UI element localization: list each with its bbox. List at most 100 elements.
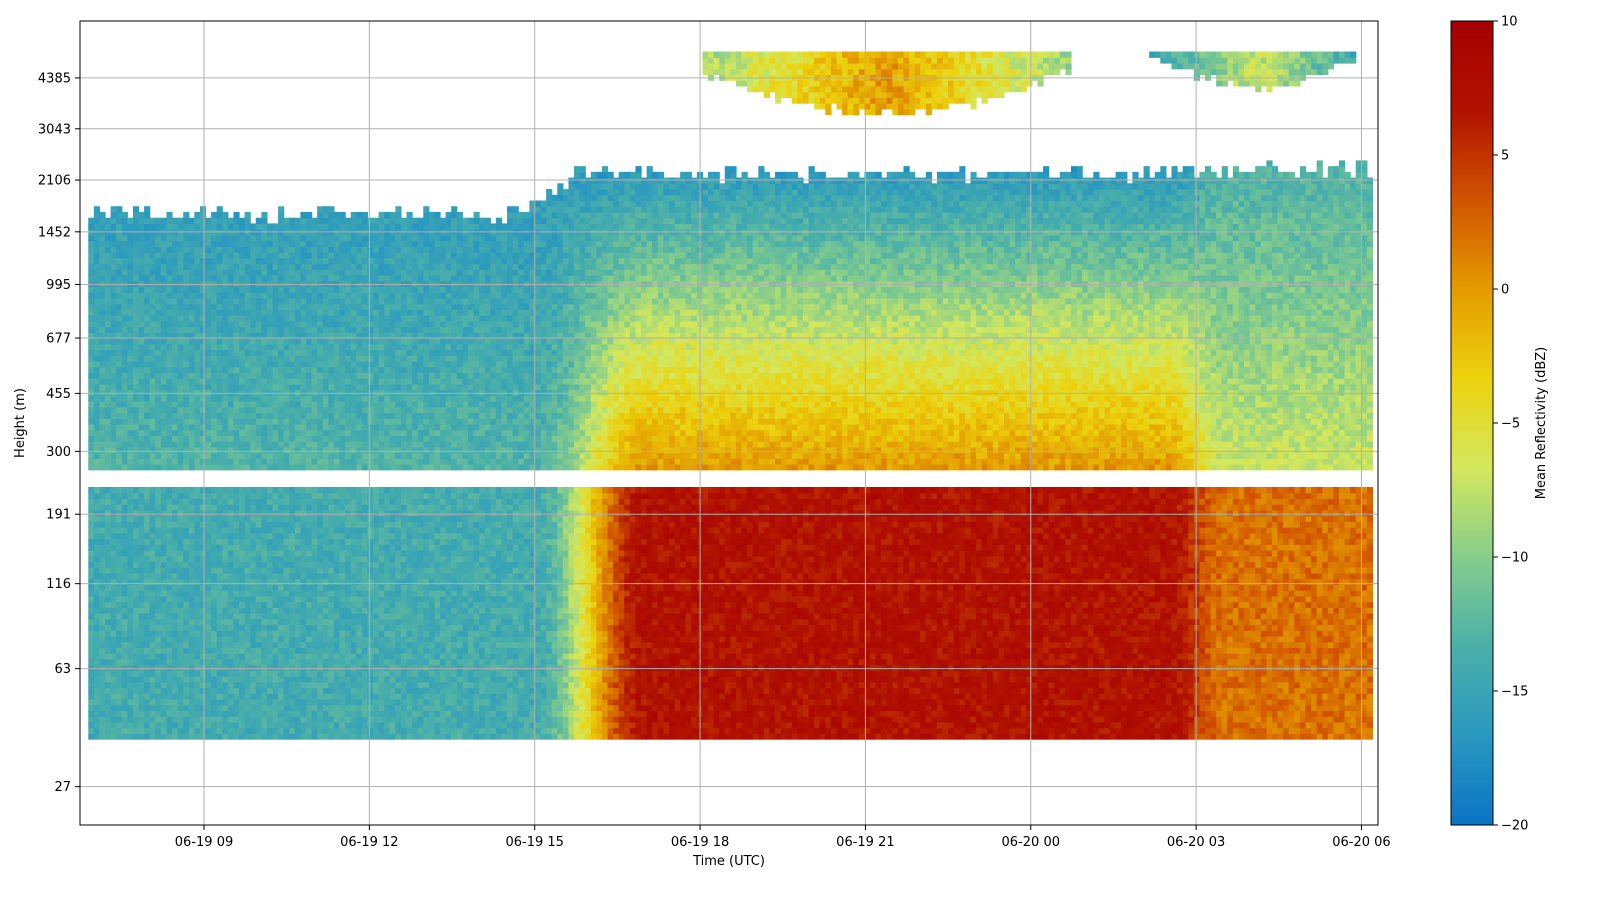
heatmap-cell — [306, 561, 313, 568]
heatmap-cell — [328, 721, 335, 729]
heatmap-cell — [367, 401, 374, 408]
heatmap-cell — [93, 257, 101, 265]
heatmap-cell — [350, 401, 357, 408]
heatmap-cell — [345, 303, 352, 310]
heatmap-cell — [194, 406, 201, 414]
heatmap-cell — [356, 240, 363, 247]
heatmap-cell — [345, 653, 352, 660]
heatmap-cell — [261, 527, 268, 534]
heatmap-cell — [233, 269, 240, 276]
heatmap-cell — [93, 223, 101, 230]
heatmap-cell — [294, 641, 302, 648]
heatmap-cell — [339, 234, 346, 242]
heatmap-cell — [311, 332, 318, 339]
heatmap-cell — [289, 263, 296, 270]
heatmap-cell — [384, 332, 391, 339]
heatmap-cell — [266, 687, 274, 694]
heatmap-cell — [294, 441, 302, 448]
heatmap-cell — [105, 257, 112, 265]
heatmap-cell — [378, 504, 385, 511]
heatmap-cell — [350, 681, 357, 689]
heatmap-cell — [373, 601, 380, 608]
heatmap-cell — [194, 601, 201, 608]
heatmap-cell — [328, 406, 335, 414]
heatmap-cell — [177, 452, 184, 459]
heatmap-cell — [389, 504, 396, 511]
heatmap-cell — [155, 297, 162, 305]
heatmap-cell — [199, 240, 207, 247]
heatmap-cell — [160, 441, 168, 448]
heatmap-cell — [88, 509, 95, 517]
heatmap-cell — [378, 286, 385, 293]
heatmap-cell — [177, 441, 184, 448]
heatmap-cell — [356, 486, 363, 494]
heatmap-cell — [339, 641, 346, 648]
heatmap-cell — [211, 441, 218, 448]
heatmap-cell — [116, 572, 123, 580]
heatmap-cell — [333, 567, 341, 574]
heatmap-cell — [149, 389, 156, 396]
heatmap-cell — [294, 435, 302, 442]
heatmap-cell — [384, 292, 391, 299]
heatmap-cell — [250, 607, 257, 614]
heatmap-cell — [132, 320, 140, 328]
heatmap-cell — [261, 372, 268, 379]
heatmap-cell — [149, 441, 156, 448]
heatmap-cell — [138, 595, 145, 603]
heatmap-cell — [322, 326, 329, 333]
heatmap-cell — [272, 527, 279, 534]
heatmap-cell — [99, 550, 106, 557]
heatmap-cell — [149, 246, 156, 253]
heatmap-cell — [239, 727, 246, 734]
heatmap-cell — [149, 303, 156, 310]
heatmap-cell — [345, 412, 352, 419]
heatmap-cell — [289, 401, 296, 408]
heatmap-cell — [155, 538, 162, 545]
heatmap-cell — [194, 658, 201, 666]
heatmap-cell — [177, 315, 184, 322]
heatmap-cell — [155, 263, 162, 270]
heatmap-cell — [345, 521, 352, 528]
heatmap-cell — [333, 297, 341, 305]
heatmap-cell — [389, 687, 396, 694]
heatmap-cell — [384, 423, 391, 431]
heatmap-cell — [244, 389, 251, 396]
heatmap-cell — [138, 710, 145, 717]
heatmap-cell — [339, 406, 346, 414]
heatmap-cell — [155, 578, 162, 585]
heatmap-cell — [272, 538, 279, 545]
heatmap-cell — [99, 595, 106, 603]
heatmap-cell — [227, 395, 235, 402]
heatmap-cell — [389, 601, 396, 608]
heatmap-cell — [205, 509, 212, 517]
heatmap-cell — [183, 733, 190, 740]
heatmap-cell — [121, 297, 128, 305]
heatmap-cell — [389, 515, 396, 522]
heatmap-cell — [205, 252, 212, 259]
heatmap-cell — [389, 704, 396, 712]
heatmap-cell — [116, 257, 123, 265]
heatmap-cell — [121, 383, 128, 391]
heatmap-cell — [384, 664, 391, 671]
heatmap-cell — [294, 486, 302, 494]
heatmap-cell — [339, 315, 346, 322]
heatmap-cell — [233, 257, 240, 265]
heatmap-cell — [250, 544, 257, 551]
heatmap-cell — [300, 418, 307, 425]
heatmap-cell — [105, 670, 112, 677]
heatmap-cell — [350, 698, 357, 706]
heatmap-cell — [361, 550, 369, 557]
heatmap-cell — [216, 274, 223, 282]
heatmap-cell — [88, 240, 95, 247]
heatmap-cell — [300, 641, 307, 648]
heatmap-cell — [294, 349, 302, 356]
heatmap-cell — [378, 618, 385, 626]
heatmap-cell — [378, 647, 385, 654]
heatmap-cell — [239, 624, 246, 631]
heatmap-cell — [328, 389, 335, 396]
heatmap-cell — [278, 618, 285, 626]
heatmap-cell — [261, 395, 268, 402]
heatmap-cell — [155, 252, 162, 259]
heatmap-cell — [255, 567, 262, 574]
heatmap-cell — [283, 383, 290, 391]
